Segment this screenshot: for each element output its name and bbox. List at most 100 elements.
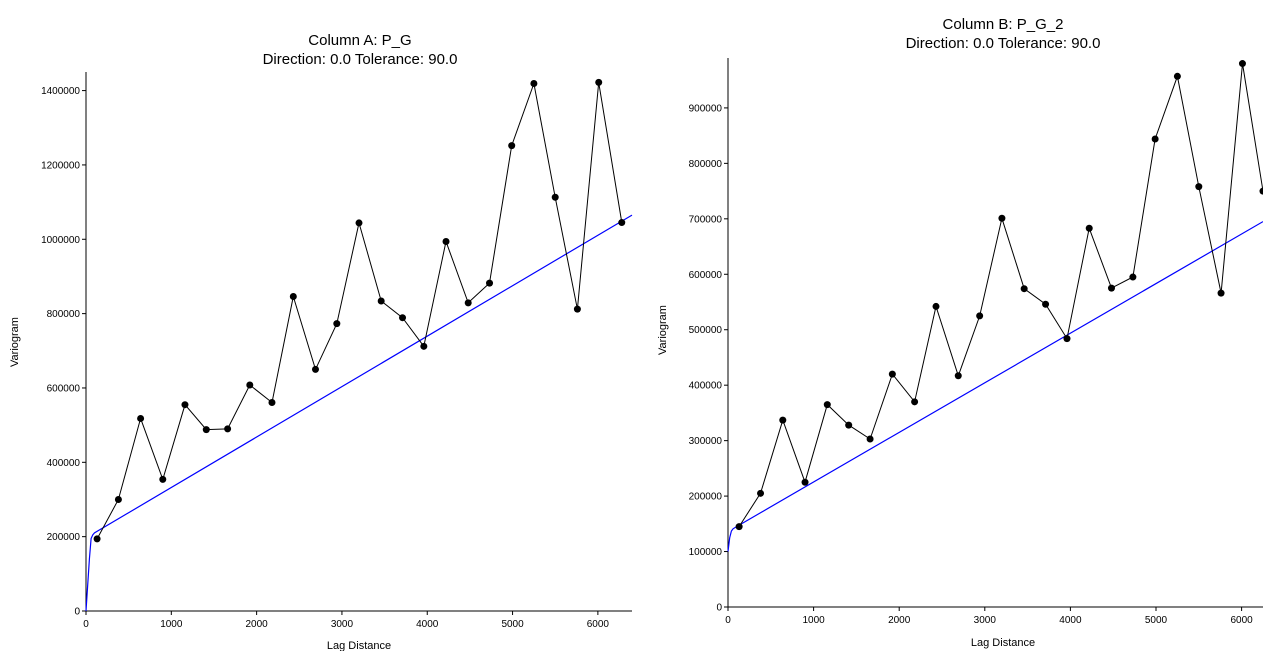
right-x-tick-label: 1000: [802, 615, 825, 626]
right-x-tick-label: 2000: [888, 615, 911, 626]
chart-left-model-line: [85, 214, 633, 612]
right-y-tick-label: 900000: [689, 103, 723, 114]
left-data-point: [159, 475, 167, 483]
right-data-point: [1195, 183, 1203, 191]
left-data-point: [268, 398, 276, 406]
left-x-tick-label: 3000: [331, 619, 354, 630]
right-data-point: [888, 370, 896, 378]
left-data-point: [114, 495, 122, 503]
chart-left-subtitle: Direction: 0.0 Tolerance: 90.0: [263, 51, 458, 68]
left-data-point: [618, 219, 626, 227]
right-x-tick-label: 0: [725, 615, 731, 626]
left-data-point: [224, 425, 232, 433]
right-y-tick-label: 100000: [689, 547, 723, 558]
right-y-tick-label: 200000: [689, 492, 723, 503]
right-data-point: [976, 312, 984, 320]
left-data-point: [137, 414, 145, 422]
chart-left: Column A: P_G Direction: 0.0 Tolerance: …: [9, 32, 633, 651]
right-data-point: [845, 421, 853, 429]
left-y-tick-label: 1000000: [41, 235, 80, 246]
chart-right: Column B: P_G_2 Direction: 0.0 Tolerance…: [657, 16, 1263, 649]
left-y-tick-label: 800000: [47, 309, 81, 320]
chart-right-x-ticks: 0 1000 2000 3000 4000 5000 6000: [725, 607, 1253, 626]
right-y-tick-label: 600000: [689, 270, 723, 281]
right-x-tick-label: 4000: [1059, 615, 1082, 626]
left-x-tick-label: 1000: [160, 619, 183, 630]
chart-left-points: [93, 78, 626, 543]
right-data-point: [1063, 335, 1071, 343]
right-data-point: [1107, 284, 1115, 292]
right-data-point: [1259, 187, 1263, 195]
chart-right-x-label: Lag Distance: [971, 637, 1035, 649]
right-data-point: [801, 478, 809, 486]
left-data-point: [551, 193, 559, 201]
chart-right-model-line: [727, 221, 1263, 552]
left-data-point: [289, 293, 297, 301]
left-data-point: [202, 426, 210, 434]
chart-left-x-label: Lag Distance: [327, 640, 391, 651]
left-data-point: [420, 342, 428, 350]
left-y-tick-label: 600000: [47, 383, 81, 394]
right-data-point: [866, 435, 874, 443]
chart-right-experimental-line: [738, 63, 1263, 527]
chart-right-title: Column B: P_G_2: [943, 16, 1064, 33]
right-y-tick-label: 500000: [689, 325, 723, 336]
chart-left-y-label: Variogram: [9, 317, 21, 367]
right-x-tick-label: 3000: [974, 615, 997, 626]
right-y-tick-label: 700000: [689, 214, 723, 225]
right-data-point: [911, 398, 919, 406]
right-data-point: [932, 302, 940, 310]
right-data-point: [757, 489, 765, 497]
left-data-point: [93, 535, 101, 543]
chart-left-x-ticks: 0 1000 2000 3000 4000 5000 6000: [83, 611, 609, 630]
right-data-point: [1151, 135, 1159, 143]
chart-right-y-ticks: 0 100000 200000 300000 400000 500000 600000 700…: [689, 103, 728, 614]
right-x-tick-label: 6000: [1230, 615, 1253, 626]
chart-right-subtitle: Direction: 0.0 Tolerance: 90.0: [906, 35, 1101, 52]
right-data-point: [954, 372, 962, 380]
left-x-tick-label: 0: [83, 619, 89, 630]
right-data-point: [998, 214, 1006, 222]
left-x-tick-label: 5000: [501, 619, 524, 630]
chart-left-experimental-line: [96, 81, 623, 540]
left-x-tick-label: 2000: [246, 619, 269, 630]
left-data-point: [355, 219, 363, 227]
left-y-tick-label: 1200000: [41, 160, 80, 171]
left-data-point: [311, 365, 319, 373]
left-data-point: [442, 238, 450, 246]
right-y-tick-label: 0: [716, 603, 722, 614]
right-data-point: [823, 401, 831, 409]
left-data-point: [508, 142, 516, 150]
left-data-point: [595, 78, 603, 86]
left-data-point: [464, 299, 472, 307]
right-data-point: [779, 416, 787, 424]
right-data-point: [1238, 60, 1246, 68]
right-data-point: [1020, 285, 1028, 293]
left-data-point: [333, 320, 341, 328]
left-y-tick-label: 0: [74, 607, 80, 618]
left-data-point: [181, 401, 189, 409]
right-y-tick-label: 400000: [689, 381, 723, 392]
right-data-point: [1042, 300, 1050, 308]
left-data-point: [377, 297, 385, 305]
left-x-tick-label: 4000: [416, 619, 439, 630]
right-data-point: [1173, 72, 1181, 80]
chart-left-y-ticks: 0 200000 400000 600000 800000 1000000 1200000 1…: [41, 86, 86, 618]
left-data-point: [246, 381, 254, 389]
right-data-point: [735, 523, 743, 531]
chart-left-title: Column A: P_G: [308, 32, 411, 49]
right-data-point: [1085, 224, 1093, 232]
chart-right-points: [735, 60, 1263, 531]
left-y-tick-label: 1400000: [41, 86, 80, 97]
right-data-point: [1217, 289, 1225, 297]
right-x-tick-label: 5000: [1145, 615, 1168, 626]
right-data-point: [1129, 273, 1137, 281]
left-data-point: [399, 314, 407, 322]
chart-right-y-label: Variogram: [657, 305, 669, 355]
right-y-tick-label: 300000: [689, 436, 723, 447]
left-data-point: [573, 305, 581, 313]
left-y-tick-label: 200000: [47, 532, 81, 543]
left-data-point: [486, 279, 494, 287]
left-data-point: [530, 80, 538, 88]
